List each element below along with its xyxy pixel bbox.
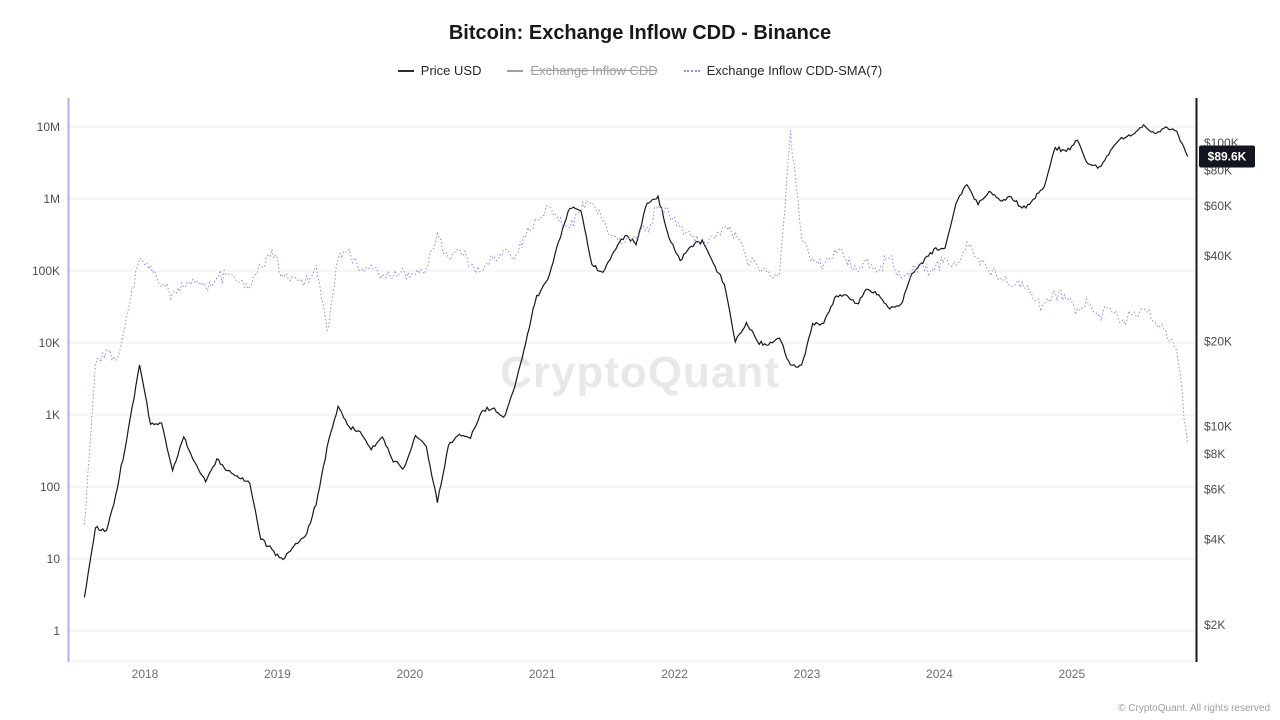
cdd-sma7-swatch-icon (683, 69, 700, 72)
svg-text:$20K: $20K (1204, 334, 1232, 348)
svg-text:10: 10 (47, 552, 61, 566)
svg-text:10M: 10M (37, 120, 60, 134)
svg-text:1: 1 (53, 624, 60, 638)
svg-text:2018: 2018 (132, 667, 159, 681)
legend: Price USD Exchange Inflow CDD Exchange I… (0, 63, 1280, 78)
legend-label: Exchange Inflow CDD (530, 63, 658, 78)
svg-text:2019: 2019 (264, 667, 291, 681)
copyright-note: © CryptoQuant. All rights reserved (1118, 703, 1270, 714)
legend-item-price-usd[interactable]: Price USD (397, 63, 482, 78)
svg-text:2021: 2021 (529, 667, 556, 681)
svg-text:$60K: $60K (1204, 199, 1232, 213)
cdd-sma-line (83, 130, 1189, 525)
chart-title: Bitcoin: Exchange Inflow CDD - Binance (448, 22, 832, 44)
svg-text:$6K: $6K (1204, 483, 1225, 497)
price-usd-line (83, 123, 1189, 598)
svg-text:2024: 2024 (926, 667, 953, 681)
svg-text:100: 100 (40, 480, 60, 494)
legend-item-cdd-sma7[interactable]: Exchange Inflow CDD-SMA(7) (683, 63, 883, 78)
svg-text:2023: 2023 (794, 667, 821, 681)
svg-text:$40K: $40K (1204, 249, 1232, 263)
svg-text:$8K: $8K (1204, 447, 1225, 461)
svg-text:$10K: $10K (1204, 420, 1232, 434)
svg-text:$2K: $2K (1204, 618, 1225, 632)
legend-label: Exchange Inflow CDD-SMA(7) (706, 63, 883, 78)
legend-label: Price USD (420, 63, 482, 78)
svg-text:1K: 1K (45, 408, 60, 422)
svg-text:2022: 2022 (661, 667, 688, 681)
legend-item-exchange-inflow-cdd[interactable]: Exchange Inflow CDD (507, 63, 658, 78)
svg-text:100K: 100K (32, 264, 60, 278)
svg-text:$4K: $4K (1204, 533, 1225, 547)
svg-text:2020: 2020 (396, 667, 423, 681)
svg-text:10K: 10K (39, 336, 60, 350)
right-axis-labels: $100K$80K$60K$40K$20K$10K$8K$6K$4K$2K (1204, 136, 1239, 632)
svg-text:2025: 2025 (1058, 667, 1085, 681)
gridlines (68, 126, 1196, 662)
svg-text:1M: 1M (43, 192, 60, 206)
last-price-badge: $89.6K (1199, 145, 1255, 168)
left-axis-labels: 10M 1M 100K 10K 1K 100 10 1 (32, 120, 60, 638)
price-usd-swatch-icon (397, 69, 414, 72)
exchange-inflow-cdd-swatch-icon (507, 69, 524, 72)
svg-text:$89.6K: $89.6K (1208, 150, 1247, 164)
cryptoquant-watermark: CryptoQuant (500, 348, 780, 397)
x-axis-labels: 2018 2019 2020 2021 2022 2023 2024 2025 (132, 667, 1086, 681)
